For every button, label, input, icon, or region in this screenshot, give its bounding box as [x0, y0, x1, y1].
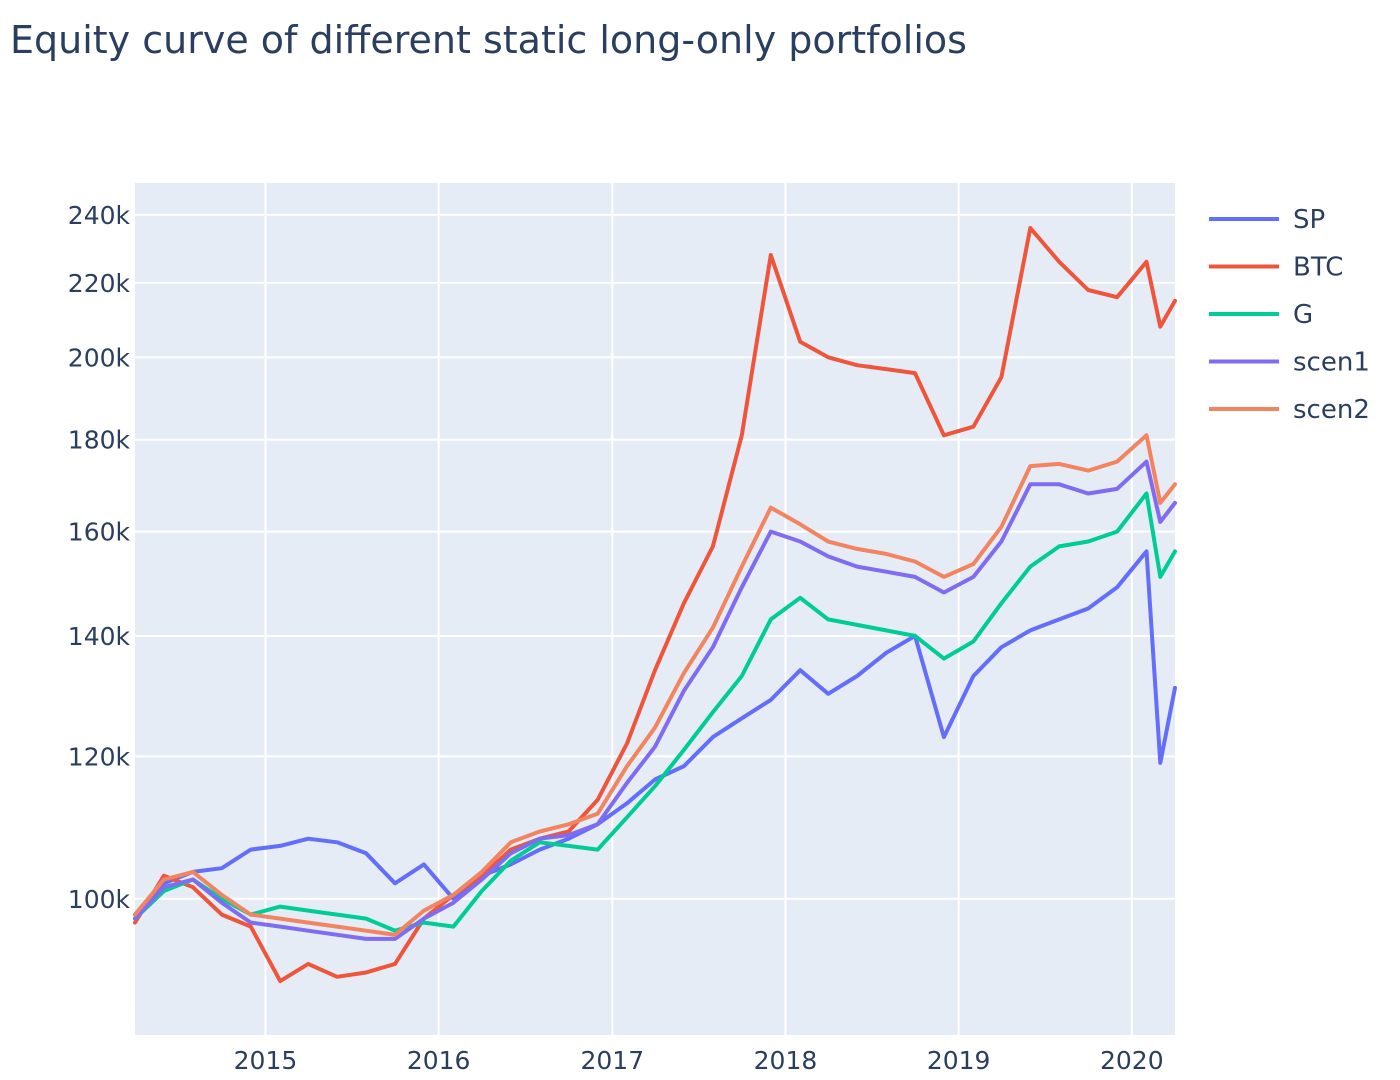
legend-item-scen1[interactable]: scen1 [1209, 348, 1370, 378]
y-tick-label: 120k [68, 742, 131, 771]
x-tick-label: 2017 [580, 1046, 644, 1075]
series-lines [133, 226, 1177, 984]
x-tick-label: 2015 [234, 1046, 298, 1075]
legend-label: SP [1293, 205, 1325, 235]
y-axis-ticks: 100k 120k 140k 160k 180k 200k 220k 240k [68, 201, 131, 914]
y-tick-label: 220k [68, 269, 131, 298]
y-tick-label: 160k [68, 518, 131, 547]
y-tick-label: 140k [68, 622, 131, 651]
series-line-BTC [133, 226, 1177, 984]
series-line-SP [133, 549, 1177, 917]
y-tick-label: 200k [68, 343, 131, 372]
y-tick-label: 180k [68, 426, 131, 455]
x-axis-ticks: 2015 2016 2017 2018 2019 2020 [234, 1046, 1164, 1075]
legend-label: scen2 [1293, 395, 1370, 425]
series-line-G [133, 491, 1177, 933]
legend-item-G[interactable]: G [1209, 300, 1313, 330]
x-tick-label: 2020 [1100, 1046, 1164, 1075]
legend-label: scen1 [1293, 348, 1370, 378]
legend-item-BTC[interactable]: BTC [1209, 253, 1343, 283]
x-tick-label: 2016 [407, 1046, 471, 1075]
legend-item-scen2[interactable]: scen2 [1209, 395, 1370, 425]
x-tick-label: 2019 [927, 1046, 991, 1075]
x-tick-label: 2018 [754, 1046, 818, 1075]
chart-title: Equity curve of different static long-on… [10, 18, 967, 62]
series-line-scen1 [133, 459, 1177, 941]
y-tick-label: 100k [68, 885, 131, 914]
legend-item-SP[interactable]: SP [1209, 205, 1325, 235]
plot-background [135, 183, 1175, 1035]
legend-label: BTC [1293, 253, 1343, 283]
y-tick-label: 240k [68, 201, 131, 230]
legend-label: G [1293, 300, 1313, 330]
series-line-scen2 [133, 433, 1177, 937]
